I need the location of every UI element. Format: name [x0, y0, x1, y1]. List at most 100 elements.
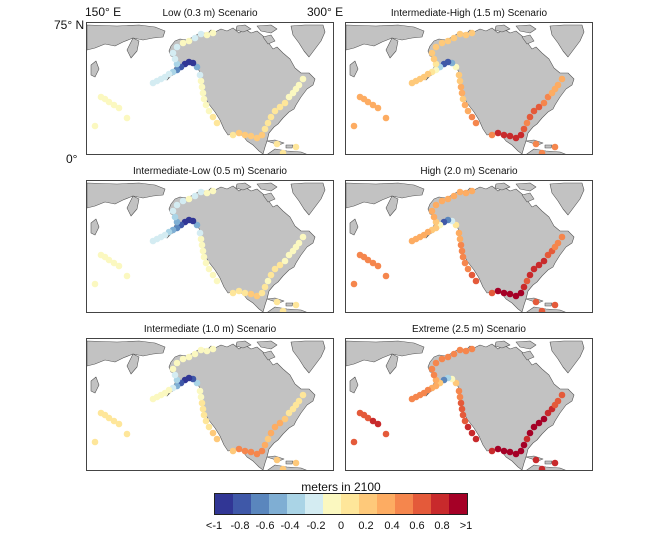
station-marker [457, 399, 465, 407]
station-marker [456, 77, 464, 85]
station-marker [506, 448, 514, 456]
station-marker [428, 207, 436, 215]
station-marker [456, 188, 464, 196]
station-marker [285, 409, 293, 417]
sea-level-map [86, 22, 334, 155]
station-marker [200, 411, 208, 419]
landmass [87, 340, 326, 470]
station-marker [205, 423, 213, 431]
station-marker [523, 277, 531, 285]
station-marker [551, 143, 559, 151]
station-marker [472, 435, 480, 443]
station-marker [196, 229, 204, 237]
station-marker [264, 119, 272, 127]
station-marker [438, 355, 446, 363]
station-marker [292, 143, 300, 151]
station-marker [488, 447, 496, 455]
station-marker [512, 134, 520, 142]
station-marker [459, 411, 467, 419]
station-marker [500, 289, 508, 297]
station-markers [350, 187, 566, 312]
station-marker [540, 257, 548, 265]
station-marker [408, 79, 416, 87]
station-marker [452, 221, 460, 229]
station-marker [500, 447, 508, 455]
station-marker [462, 347, 470, 355]
station-marker [544, 251, 552, 259]
station-marker [461, 259, 469, 267]
station-marker [253, 134, 261, 142]
station-marker [535, 419, 543, 427]
station-marker [455, 71, 463, 79]
station-marker [198, 83, 206, 91]
landmass [87, 24, 326, 154]
station-markers [91, 187, 307, 312]
lat-label-0: 0° [66, 152, 78, 166]
station-marker [444, 353, 452, 361]
station-marker [517, 131, 525, 139]
station-marker [91, 438, 99, 446]
station-marker [494, 129, 502, 137]
station-marker [171, 55, 179, 63]
station-marker [258, 447, 266, 455]
station-marker [267, 271, 275, 279]
station-marker [535, 103, 543, 111]
panel-high-scenario: High (2.0 m) Scenario [345, 166, 593, 313]
station-marker [202, 417, 210, 425]
lon-label-150e: 150° E [85, 5, 122, 19]
colorbar-tick-label: 0.6 [409, 520, 425, 532]
station-marker [551, 301, 559, 309]
colorbar [214, 493, 468, 515]
station-marker [299, 233, 307, 241]
colorbar-segment [269, 494, 287, 514]
station-marker [520, 441, 528, 449]
station-marker [285, 93, 293, 101]
panel-intermediate-high-scenario: Intermediate-High (1.5 m) Scenario [345, 8, 593, 155]
station-marker [374, 420, 382, 428]
station-marker [279, 465, 287, 470]
station-markers [91, 29, 307, 154]
station-marker [532, 140, 540, 148]
station-marker [273, 140, 281, 148]
colorbar-tick-label: -0.2 [306, 520, 326, 532]
colorbar-tick-label: >1 [459, 520, 473, 532]
colorbar-segment [287, 494, 305, 514]
station-marker [532, 298, 540, 306]
station-marker [350, 122, 358, 130]
station-marker [115, 104, 123, 112]
station-marker [105, 256, 113, 264]
station-marker [457, 83, 465, 91]
station-marker [523, 435, 531, 443]
colorbar-tick-label: -0.6 [255, 520, 275, 532]
sea-level-map [345, 22, 593, 155]
station-marker [459, 95, 467, 103]
station-marker [551, 459, 559, 467]
station-marker [430, 371, 438, 379]
station-marker [468, 187, 476, 195]
station-marker [374, 262, 382, 270]
station-marker [264, 435, 272, 443]
panel-intermediate-low-scenario: Intermediate-Low (0.5 m) Scenario [86, 166, 334, 313]
station-marker [558, 75, 566, 83]
station-marker [295, 81, 303, 89]
panel-title: High (2.0 m) Scenario [420, 166, 518, 177]
station-marker [468, 113, 476, 121]
station-marker [281, 99, 289, 107]
station-marker [462, 189, 470, 197]
station-marker [472, 277, 480, 285]
station-marker [191, 34, 199, 42]
station-marker [149, 237, 157, 245]
station-marker [173, 43, 181, 51]
station-marker [488, 289, 496, 297]
station-marker [364, 98, 372, 106]
station-marker [457, 241, 465, 249]
landmass [346, 340, 585, 470]
station-marker [444, 37, 452, 45]
station-marker [261, 283, 269, 291]
station-marker [506, 132, 514, 140]
station-marker [544, 409, 552, 417]
panel-intermediate-scenario: Intermediate (1.0 m) Scenario [86, 324, 334, 471]
station-marker [455, 229, 463, 237]
station-marker [369, 259, 377, 267]
panel-title: Low (0.3 m) Scenario [162, 8, 258, 19]
